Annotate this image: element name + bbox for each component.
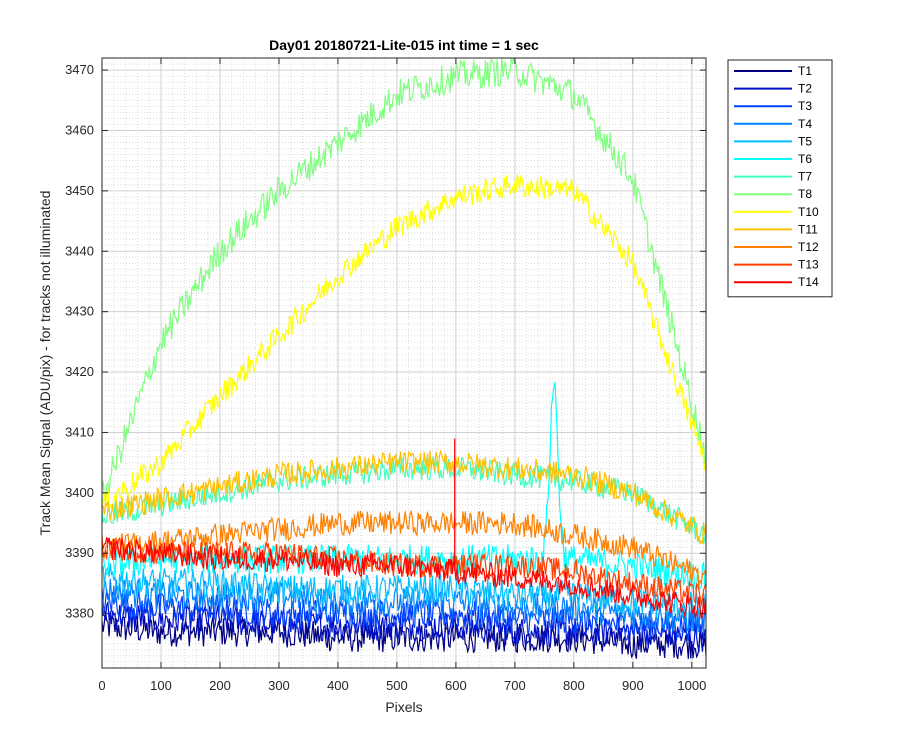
y-tick-label: 3380: [65, 606, 94, 621]
series-line-t6: [102, 382, 706, 592]
x-tick-label: 800: [563, 678, 585, 693]
plot-frame: [101, 57, 707, 669]
legend-label-t3: T3: [798, 99, 812, 113]
grid: [102, 57, 706, 669]
legend-label-t14: T14: [798, 275, 819, 289]
y-tick-label: 3400: [65, 485, 94, 500]
y-axis-title: Track Mean Signal (ADU/pix) - for tracks…: [37, 191, 53, 536]
chart-title: Day01 20180721-Lite-015 int time = 1 sec: [269, 37, 539, 53]
series-line-t7: [102, 455, 706, 545]
series-line-t12: [102, 509, 706, 587]
legend-label-t5: T5: [798, 134, 812, 148]
legend-label-t13: T13: [798, 258, 819, 272]
x-tick-label: 100: [150, 678, 172, 693]
x-tick-label: 900: [622, 678, 644, 693]
series-line-t1: [102, 611, 706, 659]
series-line-t5: [102, 563, 706, 622]
legend-label-t8: T8: [798, 187, 812, 201]
x-tick-label: 600: [445, 678, 467, 693]
y-tick-label: 3440: [65, 243, 94, 258]
legend-label-t12: T12: [798, 240, 819, 254]
y-tick-label: 3460: [65, 122, 94, 137]
y-tick-label: 3420: [65, 364, 94, 379]
series-line-t2: [102, 601, 706, 653]
tick-layer: 0 100 200 300 400 500 600 700 800 900 1000 3380 3390…: [65, 58, 706, 693]
series-line-t11: [102, 449, 706, 545]
legend: T1 T2 T3 T4 T5 T6 T7 T8 T10 T11 T12 T13 T14: [727, 59, 833, 298]
x-tick-label: 400: [327, 678, 349, 693]
legend-label-t6: T6: [798, 152, 812, 166]
series-layer: [102, 58, 706, 659]
legend-label-t10: T10: [798, 205, 819, 219]
y-tick-label: 3390: [65, 545, 94, 560]
legend-label-t2: T2: [798, 82, 812, 96]
y-tick-label: 3430: [65, 304, 94, 319]
legend-label-t7: T7: [798, 170, 812, 184]
series-line-t10: [102, 174, 706, 511]
series-line-t8: [102, 58, 706, 502]
x-tick-label: 500: [386, 678, 408, 693]
y-tick-label: 3450: [65, 183, 94, 198]
y-tick-label: 3470: [65, 62, 94, 77]
x-tick-label: 300: [268, 678, 290, 693]
x-axis-title: Pixels: [385, 699, 422, 715]
x-tick-label: 0: [98, 678, 105, 693]
y-tick-label: 3410: [65, 424, 94, 439]
legend-label-t11: T11: [798, 222, 818, 236]
x-tick-label: 200: [209, 678, 231, 693]
legend-label-t4: T4: [798, 117, 812, 131]
legend-box: [727, 59, 833, 298]
series-line-t14: [102, 438, 706, 620]
x-tick-label: 700: [504, 678, 526, 693]
x-tick-label: 1000: [677, 678, 706, 693]
legend-label-t1: T1: [798, 64, 812, 78]
